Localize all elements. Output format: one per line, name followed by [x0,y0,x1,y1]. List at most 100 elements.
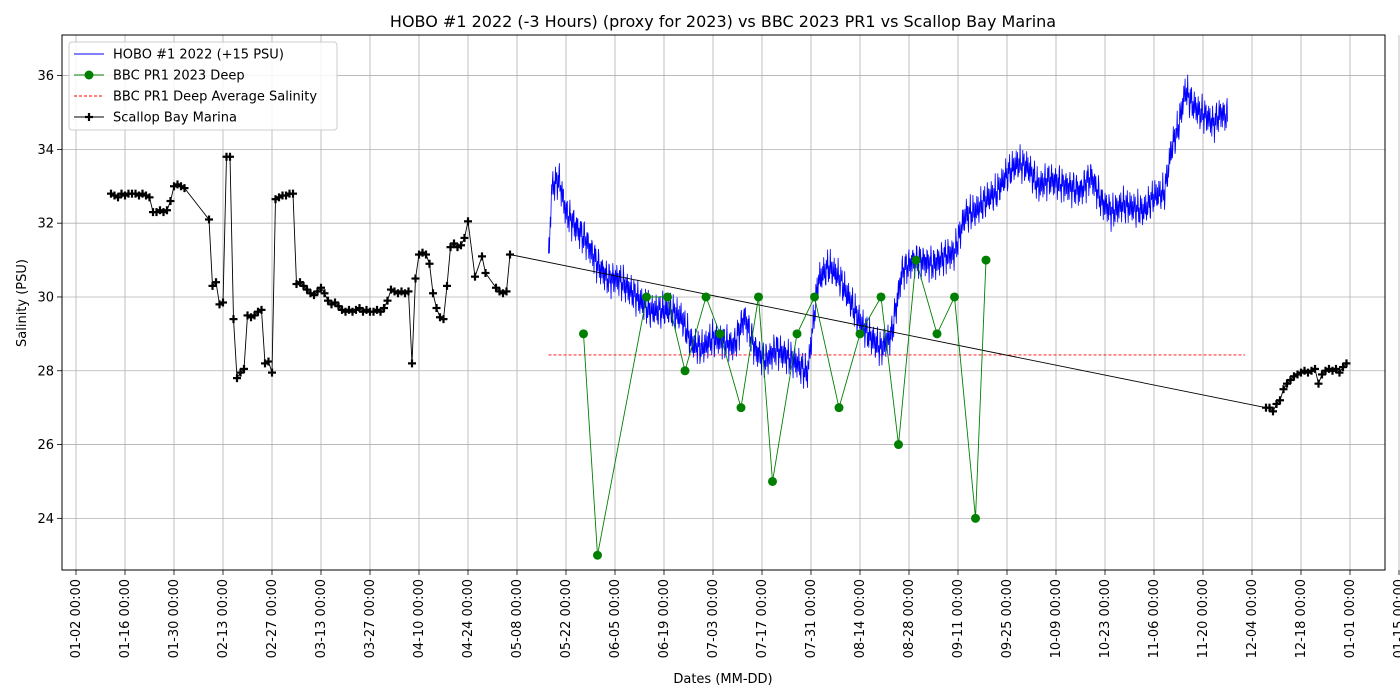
x-tick-label: 02-27 00:00 [265,579,280,658]
bbc-pr1-deep-point [593,550,602,560]
legend-label: Scallop Bay Marina [113,111,237,126]
bbc-pr1-deep-point [932,329,942,339]
bbc-pr1-deep-point [754,292,763,302]
y-tick-label: 32 [37,217,54,232]
scallop-bay-marina-point [145,193,154,202]
bbc-pr1-deep-point [876,292,886,302]
y-axis-label: Salinity (PSU) [15,259,30,347]
legend-entry: BBC PR1 2023 Deep [74,69,245,84]
scallop-bay-marina-point [1314,379,1323,388]
bbc-pr1-deep-point [950,292,959,302]
x-tick-label: 10-09 00:00 [1049,579,1064,658]
legend-entry: Scallop Bay Marina [74,111,237,126]
scallop-bay-marina-point [1279,385,1288,394]
scallop-bay-marina-point [464,217,472,226]
bbc-pr1-deep-point [855,329,865,339]
y-tick-label: 26 [37,438,54,453]
scallop-bay-marina-point [166,197,175,206]
x-tick-label: 07-03 00:00 [706,579,721,658]
scallop-bay-marina-point [1269,407,1277,416]
scallop-bay-marina-point [429,289,437,298]
x-tick-label: 02-13 00:00 [216,579,231,658]
scallop-bay-marina-point [233,374,241,383]
x-tick-label: 01-15 00:00 [1392,579,1400,658]
x-tick-label: 01-01 00:00 [1343,579,1358,658]
scallop-bay-marina-point [1335,368,1344,377]
bbc-pr1-deep-point [834,403,844,413]
x-tick-label: 01-30 00:00 [167,579,182,658]
scallop-bay-marina-point [163,206,171,215]
x-tick-label: 01-02 00:00 [69,579,84,658]
scallop-bay-marina-point [229,315,238,324]
bbc-pr1-deep-point [971,513,980,523]
scallop-bay-marina-point [320,289,329,298]
y-tick-label: 28 [37,364,54,379]
scallop-bay-marina-point [457,241,465,250]
x-tick-label: 04-24 00:00 [461,579,476,658]
legend-label: HOBO #1 2022 (+15 PSU) [113,48,284,63]
scallop-bay-marina-point [439,315,448,324]
x-tick-label: 06-05 00:00 [608,579,623,658]
legend-marker [84,70,94,80]
scallop-bay-marina-point [422,250,430,259]
x-tick-label: 07-17 00:00 [755,579,770,658]
scallop-bay-marina-point [264,357,273,366]
x-tick-label: 08-14 00:00 [853,579,868,658]
scallop-bay-marina-point [481,268,490,277]
scallop-bay-marina-point [240,364,248,373]
bbc-pr1-deep-point [768,476,777,486]
x-tick-label: 12-18 00:00 [1294,579,1309,658]
x-tick-label: 07-31 00:00 [804,579,819,658]
legend-box [68,41,338,131]
scallop-bay-marina-point [404,287,413,296]
x-tick-label: 11-20 00:00 [1196,579,1211,658]
legend-label: BBC PR1 Deep Average Salinity [113,90,317,105]
x-tick-label: 03-27 00:00 [363,579,378,658]
x-tick-label: 11-06 00:00 [1147,579,1162,658]
scallop-bay-marina-point [478,252,486,261]
bbc-pr1-deep-point [810,292,819,302]
x-tick-label: 05-22 00:00 [559,579,574,658]
scallop-bay-marina-point [212,278,220,287]
y-tick-label: 24 [37,512,54,527]
scallop-bay-marina-point [383,296,392,305]
x-tick-label: 08-28 00:00 [902,579,917,658]
bbc-pr1-deep-point [701,292,711,302]
x-tick-label: 12-04 00:00 [1245,579,1260,658]
x-tick-label: 10-23 00:00 [1098,579,1113,658]
x-tick-label: 06-19 00:00 [657,579,672,658]
plot-frame [61,34,1386,571]
y-tick-label: 36 [37,69,54,84]
scallop-bay-marina-point [408,359,416,368]
scallop-bay-marina-point [317,283,325,292]
scallop-bay-marina-point [1342,359,1351,368]
y-tick-label: 30 [37,290,54,305]
scallop-bay-marina-point [460,233,469,242]
bbc-pr1-deep-point [894,440,903,450]
x-tick-label: 05-08 00:00 [510,579,525,658]
y-tick-label: 34 [37,143,54,158]
bbc-pr1-deep-point [642,292,651,302]
scallop-bay-marina-point [380,304,388,313]
scallop-bay-marina-point [219,298,227,307]
y-axis-ticks: 24 26 28 30 32 34 36 [37,69,62,527]
legend: HOBO #1 2022 (+15 PSU) BBC PR1 2023 Deep B… [68,41,338,131]
chart-title: HOBO #1 2022 (-3 Hours) (proxy for 2023)… [390,12,1056,31]
scallop-bay-marina-point [1311,364,1319,373]
scallop-bay-marina-point [1276,396,1284,405]
x-tick-label: 09-11 00:00 [951,579,966,658]
bbc-pr1-deep-point [715,329,725,339]
legend-label: BBC PR1 2023 Deep [113,69,245,84]
x-axis-ticks: 01-02 00:00 01-16 00:00 01-30 00:00 02-13 0… [69,570,1400,658]
bbc-pr1-deep-layer [579,255,991,560]
legend-entry: HOBO #1 2022 (+15 PSU) [74,48,284,63]
scallop-bay-marina-point [289,189,297,198]
x-tick-label: 04-10 00:00 [412,579,427,658]
x-tick-label: 01-16 00:00 [118,579,133,658]
hobo-series-layer [548,74,1228,389]
scallop-bay-marina-point [411,274,420,283]
bbc-pr1-deep-point [911,255,921,265]
scallop-bay-marina-point [471,272,479,281]
bbc-pr1-deep-point [736,403,746,413]
scallop-bay-marina-layer [107,152,1351,416]
